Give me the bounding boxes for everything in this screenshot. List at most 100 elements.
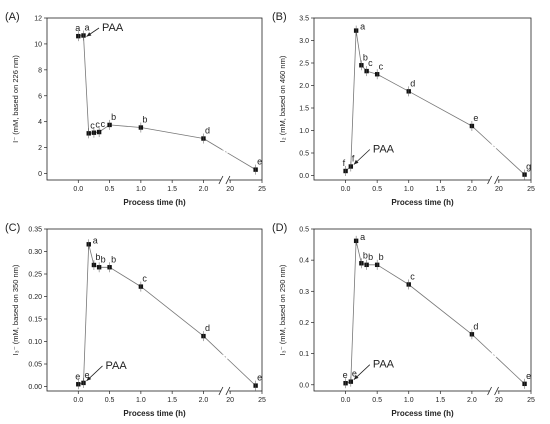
- significance-letter: e: [257, 157, 262, 167]
- series-line-break: [222, 149, 228, 154]
- significance-letter: e: [84, 370, 89, 380]
- y-tick-label: 0.35: [28, 227, 42, 234]
- series-line-break: [490, 351, 497, 358]
- y-axis-label: I₂ (mM, based on 460 nm): [278, 55, 287, 142]
- y-tick-label: 1.5: [299, 106, 309, 113]
- x-tick-label: 1.0: [404, 186, 414, 193]
- axis-break-mark: [218, 175, 231, 185]
- y-tick-label: 12: [34, 16, 42, 23]
- significance-letter: a: [93, 235, 98, 245]
- x-tick-label: 0.0: [73, 186, 83, 193]
- y-tick-label: 0.05: [28, 362, 42, 369]
- y-tick-label: 0.00: [28, 384, 42, 391]
- x-tick-label: 25: [527, 186, 535, 193]
- significance-letter: b: [368, 252, 373, 262]
- significance-letter: e: [75, 371, 80, 381]
- series-line-to-break: [471, 125, 492, 144]
- x-tick-label: 25: [258, 186, 266, 193]
- y-axis-label: I⁻ (mM, based on 226 nm): [11, 55, 20, 143]
- significance-letter: a: [360, 232, 365, 242]
- y-tick-label: 0.3: [299, 289, 309, 296]
- y-axis-label: I₃⁻ (mM, based on 290 nm): [278, 264, 287, 355]
- significance-letter: d: [205, 323, 210, 333]
- x-tick-label: 2.0: [199, 186, 209, 193]
- x-tick-label: 2.0: [199, 397, 209, 404]
- significance-letter: a: [84, 22, 89, 32]
- significance-letter: d: [205, 126, 210, 136]
- axis-break-gap: [220, 177, 229, 183]
- plot-frame: [313, 17, 532, 181]
- significance-letter: c: [142, 274, 147, 284]
- y-tick-label: 3.5: [299, 16, 309, 23]
- y-tick-label: 4: [38, 119, 42, 126]
- x-tick-label: 1.5: [167, 397, 177, 404]
- x-tick-label: 0.0: [73, 397, 83, 404]
- axis-break-mark: [487, 386, 499, 396]
- significance-letter: b: [101, 254, 106, 264]
- paa-annotation: PAA: [105, 360, 127, 372]
- paa-arrowhead: [86, 376, 92, 381]
- series-line-tail: [496, 356, 525, 385]
- panel-label: (C): [5, 222, 20, 234]
- series-line-tail: [496, 148, 525, 175]
- significance-letter: d: [410, 78, 415, 88]
- y-tick-label: 10: [34, 41, 42, 48]
- paa-annotation: PAA: [373, 144, 395, 156]
- x-tick-label: 2.0: [467, 397, 477, 404]
- chart-panel-2: 0.0 0.5 1.0 1.5 2.0 20 25 0.0 0.5 1.0 1.5 2.0 2.5 3.0…: [272, 11, 535, 207]
- significance-letter: f: [352, 154, 355, 164]
- x-axis-label: Process time (h): [391, 198, 454, 207]
- significance-letter: e: [526, 371, 531, 381]
- y-tick-label: 0.2: [299, 320, 309, 327]
- x-tick-label: 0.5: [372, 397, 382, 404]
- x-axis-label: Process time (h): [123, 198, 186, 207]
- series-line: [345, 240, 473, 384]
- series-line-to-break: [203, 138, 223, 151]
- axis-break-gap: [489, 177, 498, 183]
- significance-letter: c: [101, 119, 106, 129]
- y-tick-label: 0.0: [299, 173, 309, 180]
- x-tick-label: 1.5: [167, 186, 177, 193]
- x-tick-label: 0.0: [341, 397, 351, 404]
- y-tick-label: 0.4: [299, 258, 309, 265]
- significance-letter: b: [142, 115, 147, 125]
- chart-panel-1: 0.0 0.5 1.0 1.5 2.0 20 25 0 2 4 6 8 10 12 Process time…: [5, 11, 266, 207]
- x-tick-label: 25: [527, 397, 535, 404]
- paa-arrowhead: [353, 159, 359, 165]
- significance-letter: b: [111, 112, 116, 122]
- significance-letter: b: [95, 252, 100, 262]
- x-tick-label: 1.0: [136, 397, 146, 404]
- axis-break-mark: [218, 386, 231, 396]
- x-tick-label: 1.5: [435, 186, 445, 193]
- significance-letter: b: [363, 52, 368, 62]
- series-line-to-break: [471, 334, 492, 353]
- significance-letter: a: [75, 23, 80, 33]
- panel-label: (A): [5, 11, 20, 23]
- x-tick-label: 20: [226, 186, 234, 193]
- x-tick-label: 1.0: [136, 186, 146, 193]
- series-line-tail: [227, 152, 256, 170]
- significance-letter: e: [473, 113, 478, 123]
- y-tick-label: 0.25: [28, 272, 42, 279]
- y-tick-label: 3.0: [299, 38, 309, 45]
- significance-letter: e: [343, 370, 348, 380]
- x-tick-label: 1.0: [404, 397, 414, 404]
- x-tick-label: 20: [495, 186, 503, 193]
- series-line-to-break: [203, 335, 223, 355]
- x-tick-label: 0.5: [372, 186, 382, 193]
- y-tick-label: 0.0: [299, 382, 309, 389]
- axis-break-gap: [489, 388, 498, 394]
- y-tick-label: 2: [38, 145, 42, 152]
- axis-break-mark: [487, 175, 499, 185]
- significance-letter: a: [360, 22, 365, 32]
- x-axis-label: Process time (h): [391, 409, 454, 418]
- x-axis-label: Process time (h): [123, 409, 186, 418]
- series-line-break: [490, 143, 497, 149]
- significance-letter: e: [352, 369, 357, 379]
- significance-letter: e: [257, 373, 262, 383]
- significance-letter: b: [111, 254, 116, 264]
- plot-frame: [46, 228, 263, 392]
- x-tick-label: 0.0: [341, 186, 351, 193]
- y-tick-label: 0.30: [28, 249, 42, 256]
- significance-letter: c: [90, 120, 95, 130]
